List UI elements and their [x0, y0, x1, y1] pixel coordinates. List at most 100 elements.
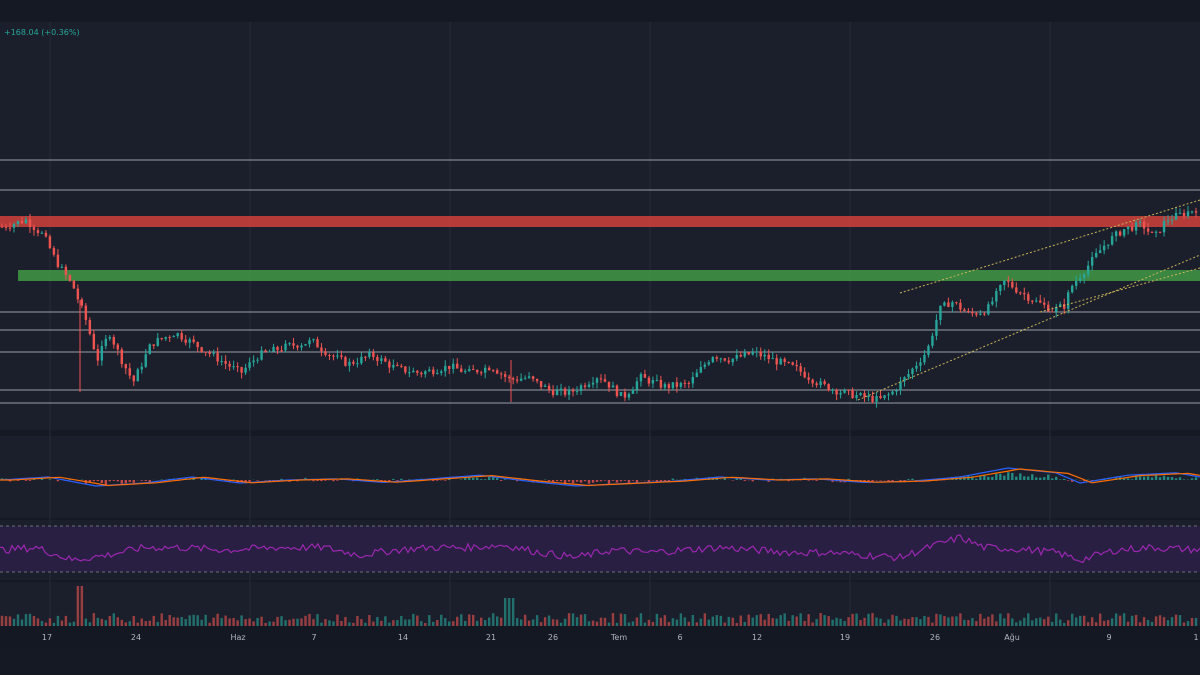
candle-body [671, 382, 675, 389]
x-tick-label: 24 [131, 633, 141, 642]
resistance-zone [0, 216, 1200, 227]
x-tick-label: 12 [752, 633, 762, 642]
volume-bar [479, 617, 483, 626]
candle-body [867, 395, 870, 398]
candle-body [1075, 281, 1078, 286]
candle-body [959, 302, 962, 310]
volume-bar [316, 614, 319, 626]
volume-bar [248, 618, 251, 626]
macd-histogram-bar [312, 480, 315, 482]
candle-body [268, 351, 271, 353]
candle-body [543, 385, 547, 387]
x-tick-label: 17 [42, 633, 52, 642]
macd-histogram-bar [547, 480, 551, 482]
volume-bar [519, 619, 523, 626]
x-tick-label: 7 [311, 633, 316, 642]
volume-bar [292, 618, 295, 626]
macd-histogram-bar [1194, 477, 1198, 480]
volume-bar [627, 622, 631, 626]
volume-bar [236, 620, 239, 626]
volume-bar [859, 620, 862, 626]
macd-histogram-bar [907, 479, 910, 480]
candle-body [1182, 212, 1186, 217]
volume-bar [84, 618, 88, 626]
macd-histogram-bar [1043, 477, 1046, 480]
volume-bar [635, 617, 639, 626]
candle-body [256, 359, 259, 361]
macd-histogram-bar [96, 480, 100, 482]
candle-body [811, 379, 814, 384]
candle-body [296, 345, 299, 348]
macd-histogram-bar [659, 480, 663, 482]
candle-body [727, 360, 730, 363]
candle-body [140, 366, 143, 370]
candle-body [272, 346, 275, 352]
macd-histogram-bar [468, 477, 471, 480]
volume-bar [507, 598, 511, 626]
macd-histogram-bar [280, 478, 283, 480]
macd-histogram-bar [1063, 478, 1066, 480]
candle-body [691, 377, 695, 384]
candle-body [615, 385, 619, 396]
volume-bar [939, 614, 942, 626]
macd-histogram-bar [1178, 477, 1182, 480]
volume-bar [619, 613, 623, 626]
candle-body [412, 370, 415, 373]
volume-bar [404, 619, 407, 626]
candle-body [735, 355, 738, 359]
candle-body [539, 380, 543, 387]
macd-histogram-bar [871, 480, 874, 482]
volume-bar [499, 617, 503, 626]
candle-body [164, 337, 167, 339]
candle-body [943, 302, 946, 306]
volume-bar [48, 618, 52, 626]
candle-body [763, 354, 766, 357]
volume-bar [623, 614, 627, 626]
candle-body [308, 340, 311, 345]
candle-body [819, 381, 822, 386]
time-axis: 17 24 Haz 7 14 21 26 Tem 6 12 19 26 Ağu 9 1 [42, 633, 1199, 642]
volume-bar [472, 614, 475, 626]
volume-bar [76, 586, 80, 626]
volume-bar [883, 622, 886, 626]
macd-histogram-bar [787, 480, 790, 482]
volume-bar [1035, 618, 1038, 626]
volume-bar [4, 616, 8, 626]
volume-bar [476, 620, 479, 626]
volume-bar [687, 621, 691, 626]
volume-bar [448, 621, 451, 626]
volume-bar [260, 616, 263, 626]
volume-bar [951, 616, 954, 626]
macd-histogram-bar [603, 480, 607, 481]
candle-body [396, 364, 399, 366]
macd-histogram-bar [24, 480, 28, 481]
volume-bar [567, 613, 571, 626]
volume-bar [583, 614, 587, 626]
volume-bar [911, 617, 914, 626]
volume-bar [1122, 613, 1126, 626]
candle-body [895, 390, 898, 392]
volume-bar [935, 613, 938, 626]
candle-body [707, 362, 711, 365]
candle-body [1194, 211, 1198, 213]
candle-body [28, 219, 32, 228]
macd-histogram-bar [599, 480, 603, 482]
volume-bar [691, 614, 695, 626]
volume-bar [1166, 620, 1170, 626]
candle-body [987, 304, 990, 315]
macd-histogram-bar [1146, 476, 1150, 480]
volume-bar [715, 615, 719, 626]
candle-body [787, 361, 790, 363]
volume-bar [200, 619, 203, 626]
volume-bar [531, 619, 535, 626]
candle-body [252, 360, 255, 363]
macd-histogram-bar [611, 480, 615, 481]
macd-histogram-bar [240, 480, 243, 482]
volume-bar [352, 622, 355, 626]
candle-body [815, 383, 818, 386]
candle-body [563, 388, 567, 395]
candle-body [212, 352, 215, 354]
candle-body [344, 357, 347, 366]
volume-bar [1134, 614, 1138, 626]
